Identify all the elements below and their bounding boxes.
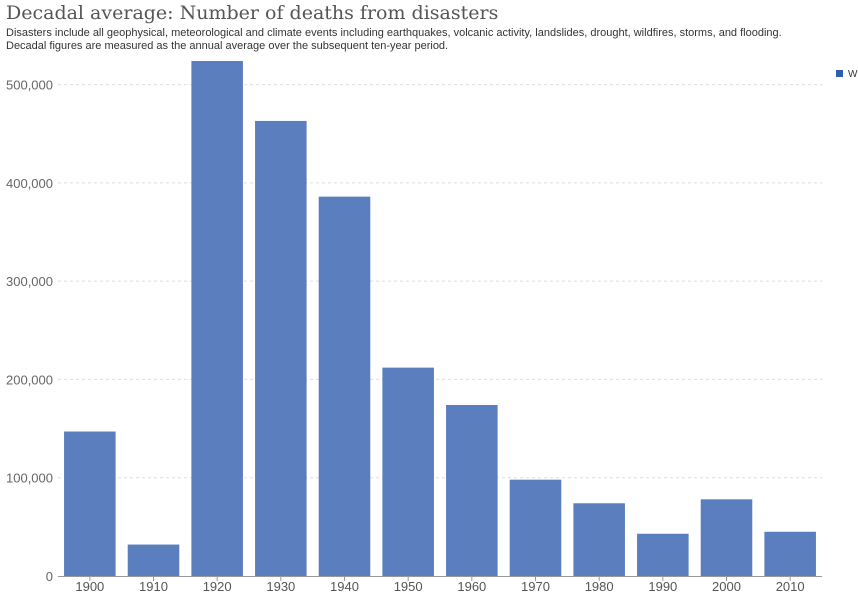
x-tick-label: 2000 (712, 579, 741, 594)
bar[interactable] (509, 479, 562, 576)
legend-swatch (836, 70, 843, 77)
x-tick-label: 2010 (776, 579, 805, 594)
bar[interactable] (318, 196, 371, 577)
subtitle-line-2: Decadal figures are measured as the annu… (6, 40, 449, 52)
chart-subtitle: Disasters include all geophysical, meteo… (6, 27, 782, 53)
x-tick-label: 1990 (648, 579, 677, 594)
y-tick-label: 500,000 (6, 78, 53, 93)
bar[interactable] (191, 60, 243, 577)
x-tick-label: 1940 (330, 579, 359, 594)
bar[interactable] (64, 431, 116, 576)
bar[interactable] (764, 531, 816, 576)
bar[interactable] (382, 367, 434, 576)
bar[interactable] (255, 120, 307, 577)
legend-label: W (848, 69, 858, 80)
x-tick-label: 1910 (139, 579, 168, 594)
x-tick-label: 1900 (75, 579, 104, 594)
x-tick-label: 1980 (585, 579, 614, 594)
y-tick-label: 0 (46, 569, 53, 584)
chart-title: Decadal average: Number of deaths from d… (6, 2, 499, 24)
y-tick-label: 400,000 (6, 176, 53, 191)
x-tick-label: 1970 (521, 579, 550, 594)
y-tick-label: 100,000 (6, 471, 53, 486)
bar[interactable] (573, 503, 625, 576)
legend[interactable]: W (836, 69, 857, 80)
x-tick-label: 1950 (394, 579, 423, 594)
bar[interactable] (127, 544, 180, 576)
bar[interactable] (637, 533, 689, 576)
y-tick-label: 200,000 (6, 372, 53, 387)
x-tick-label: 1930 (266, 579, 295, 594)
x-tick-label: 1920 (203, 579, 232, 594)
bar[interactable] (700, 499, 753, 576)
subtitle-line-1: Disasters include all geophysical, meteo… (6, 27, 782, 39)
x-tick-label: 1960 (457, 579, 486, 594)
bar[interactable] (446, 404, 498, 576)
y-tick-label: 300,000 (6, 274, 53, 289)
